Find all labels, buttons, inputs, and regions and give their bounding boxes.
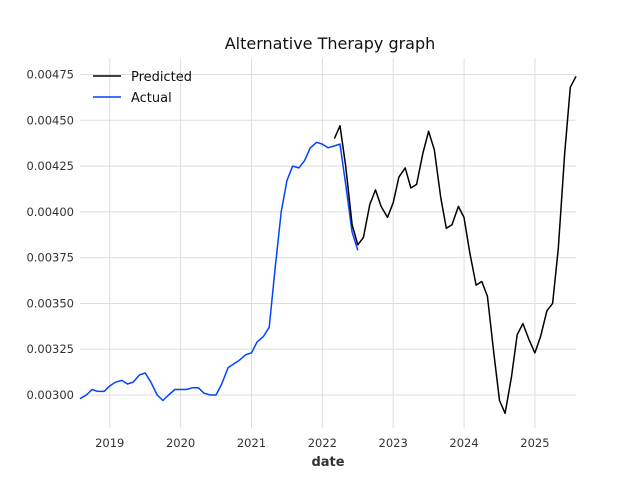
x-tick-label: 2024 [449, 436, 478, 450]
y-tick-label: 0.00475 [26, 67, 74, 81]
y-tick-label: 0.00425 [26, 159, 74, 173]
x-tick-label: 2025 [520, 436, 549, 450]
series-predicted-line [333, 75, 577, 415]
y-tick-label: 0.00400 [26, 205, 74, 219]
x-axis-ticks: 2019 2020 2021 2022 2023 2024 2025 [95, 436, 549, 450]
series-actual-line [79, 141, 359, 402]
legend: Predicted Actual [93, 70, 192, 106]
y-tick-label: 0.00300 [26, 388, 74, 402]
grid [80, 58, 576, 428]
legend-predicted-label: Predicted [131, 70, 192, 85]
x-tick-label: 2023 [379, 436, 408, 450]
x-tick-label: 2021 [237, 436, 266, 450]
y-axis-ticks: 0.00300 0.00325 0.00350 0.00375 0.00400 0.004… [26, 67, 74, 402]
series-layer [79, 75, 577, 415]
y-tick-label: 0.00325 [26, 342, 74, 356]
x-tick-label: 2020 [166, 436, 195, 450]
y-tick-label: 0.00350 [26, 296, 74, 310]
y-tick-label: 0.00375 [26, 251, 74, 265]
x-tick-label: 2022 [308, 436, 337, 450]
x-tick-label: 2019 [95, 436, 124, 450]
y-tick-label: 0.00450 [26, 113, 74, 127]
legend-actual-label: Actual [131, 91, 172, 106]
chart-title: Alternative Therapy graph [225, 34, 436, 53]
x-axis-label: date [311, 455, 344, 470]
